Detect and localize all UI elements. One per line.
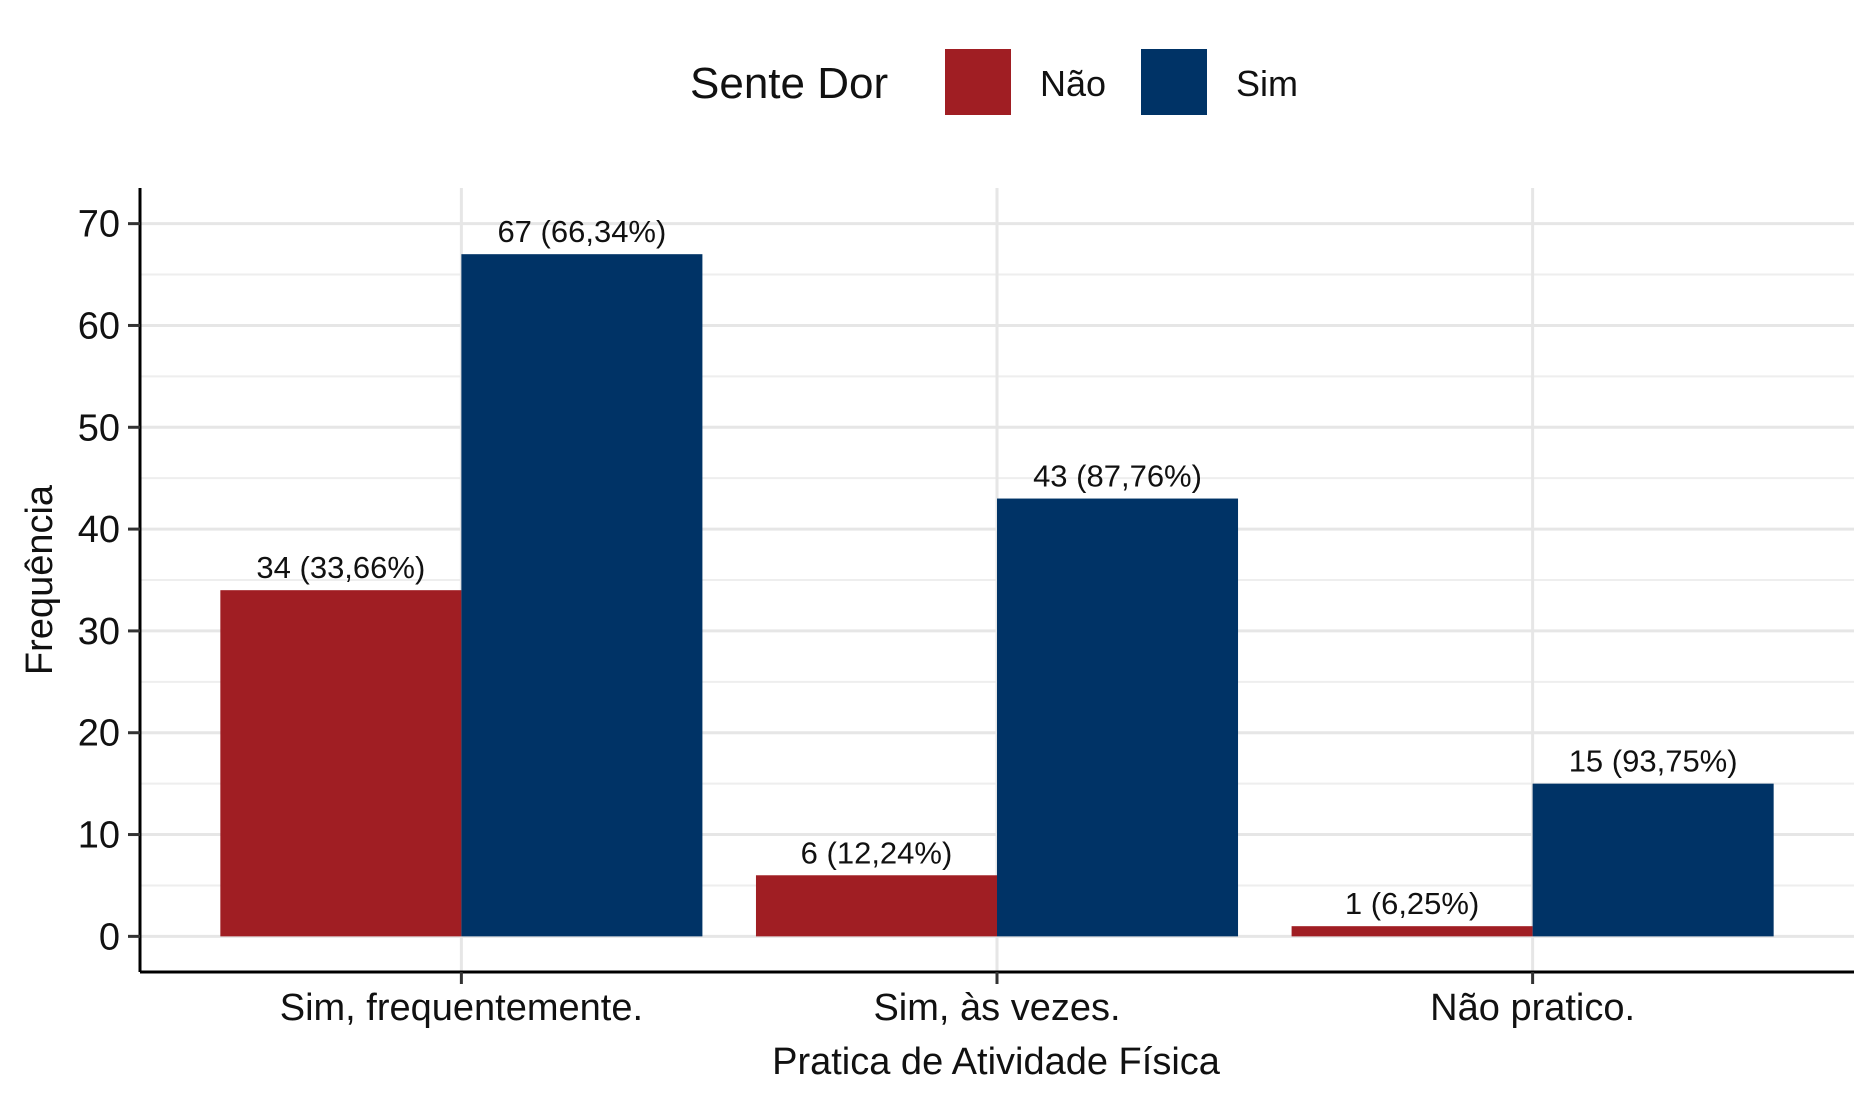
bar-value-label: 15 (93,75%) <box>1569 744 1738 779</box>
y-tick-label: 30 <box>78 611 120 653</box>
bar-value-label: 1 (6,25%) <box>1345 886 1479 921</box>
bar-sim <box>1532 783 1774 937</box>
bar-nao <box>1291 926 1533 937</box>
y-tick-label: 60 <box>78 305 120 347</box>
bars <box>220 254 1774 937</box>
legend-title: Sente Dor <box>690 59 888 108</box>
bar-value-label: 67 (66,34%) <box>497 214 666 249</box>
bar-sim <box>997 498 1239 937</box>
y-tick-label: 40 <box>78 509 120 551</box>
y-tick-label: 70 <box>78 204 120 246</box>
y-tick-label: 0 <box>99 916 120 958</box>
y-tick-label: 10 <box>78 815 120 857</box>
x-tick-label: Sim, frequentemente. <box>280 987 643 1029</box>
bar-labels: 34 (33,66%) 6 (12,24%) 1 (6,25%) 67 (66,34%… <box>256 214 1737 921</box>
y-tick-label: 20 <box>78 713 120 755</box>
x-axis-title: Pratica de Atividade Física <box>772 1041 1221 1083</box>
bar-nao <box>220 590 462 937</box>
axes: 0 10 20 30 40 50 60 70 Sim, frequentemente. Sim, … <box>78 188 1854 1029</box>
legend-label-nao: Não <box>1040 63 1106 104</box>
legend-swatch-nao <box>945 49 1011 115</box>
bar-sim <box>461 254 703 937</box>
legend: Sente Dor Não Sim <box>690 49 1298 115</box>
y-tick-label: 50 <box>78 407 120 449</box>
bar-value-label: 34 (33,66%) <box>256 550 425 585</box>
legend-label-sim: Sim <box>1236 63 1298 104</box>
x-tick-label: Sim, às vezes. <box>873 987 1120 1029</box>
legend-swatch-sim <box>1141 49 1207 115</box>
bar-nao <box>755 875 997 937</box>
bar-value-label: 6 (12,24%) <box>801 835 953 870</box>
y-axis-title: Frequência <box>19 484 61 675</box>
x-tick-label: Não pratico. <box>1430 987 1635 1029</box>
bar-value-label: 43 (87,76%) <box>1033 459 1202 494</box>
